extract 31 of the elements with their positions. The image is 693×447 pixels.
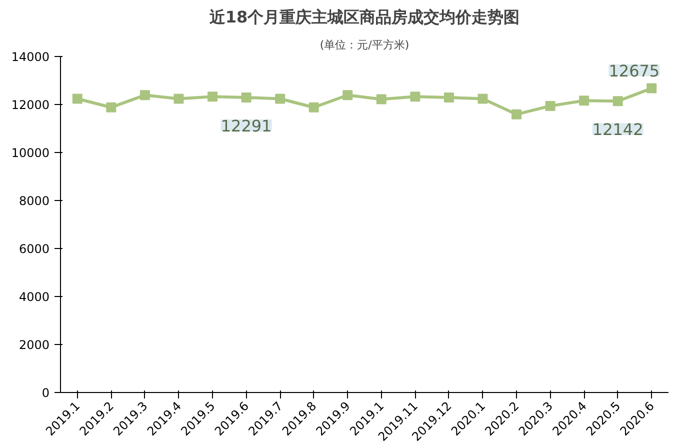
y-tick-label: 6000: [18, 242, 50, 256]
point: [174, 94, 184, 104]
point: [646, 83, 657, 94]
point: [579, 96, 590, 106]
point: [241, 92, 252, 103]
point: [140, 90, 150, 100]
point: [612, 96, 623, 106]
y-tick-label: 14000: [11, 50, 50, 64]
point: [376, 94, 386, 104]
point: [106, 102, 116, 112]
point: [208, 92, 218, 102]
y-tick-label: 10000: [11, 146, 50, 160]
y-tick-label: 4000: [18, 290, 50, 304]
point: [410, 92, 420, 102]
point: [512, 109, 522, 120]
data-label: 12291: [220, 116, 272, 136]
y-tick-label: 8000: [18, 194, 50, 208]
data-label: 12142: [592, 120, 644, 140]
data-label: 12675: [608, 61, 660, 80]
point: [545, 100, 556, 111]
chart-subtitle: (单位：元/平方米): [320, 38, 410, 52]
point: [444, 92, 454, 103]
y-tick-label: 0: [42, 386, 50, 400]
y-tick-label: 2000: [18, 338, 50, 352]
point: [342, 90, 353, 100]
point: [308, 102, 319, 112]
point: [72, 94, 82, 104]
y-tick-label: 12000: [11, 98, 50, 112]
point: [275, 94, 286, 104]
chart-title: 近18个月重庆主城区商品房成交均价走势图: [208, 8, 520, 26]
point: [478, 94, 488, 104]
